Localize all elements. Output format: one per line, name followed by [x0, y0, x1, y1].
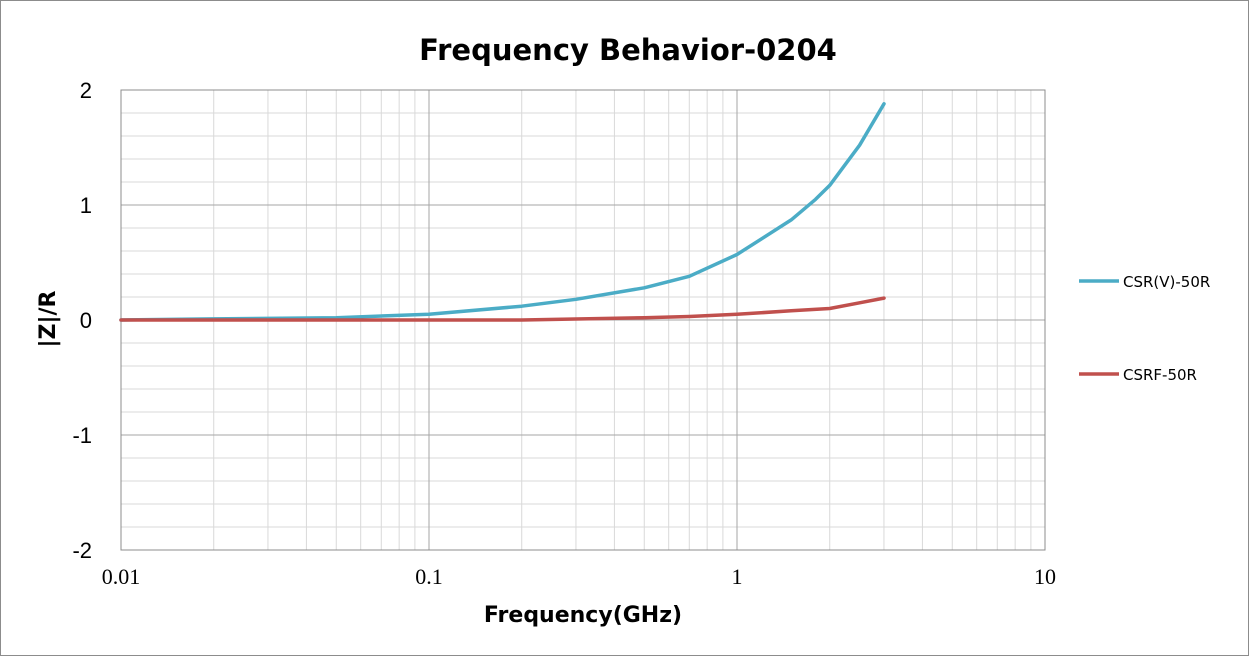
y-axis-title: |Z|/R — [36, 290, 61, 347]
x-tick-labels: 0.01 0.1 1 10 — [102, 564, 1056, 589]
x-tick-label: 0.01 — [102, 564, 141, 589]
x-axis-title: Frequency(GHz) — [484, 603, 682, 628]
series-lines — [119, 102, 886, 322]
x-tick-label: 10 — [1034, 564, 1056, 589]
y-tick-label: 0 — [80, 308, 92, 333]
series-line-1 — [119, 102, 886, 322]
y-tick-labels: 2 1 0 -1 -2 — [72, 78, 92, 563]
y-tick-label: -2 — [72, 538, 92, 563]
legend: CSR(V)-50R CSRF-50R — [1079, 273, 1210, 384]
x-tick-label: 0.1 — [415, 564, 443, 589]
y-tick-label: 1 — [80, 193, 92, 218]
y-tick-label: 2 — [80, 78, 92, 103]
x-tick-label: 1 — [732, 564, 743, 589]
legend-label-2: CSRF-50R — [1123, 366, 1197, 384]
y-tick-label: -1 — [72, 423, 92, 448]
chart-title: Frequency Behavior-0204 — [419, 33, 837, 67]
legend-label-1: CSR(V)-50R — [1123, 273, 1210, 291]
series-line-2 — [119, 296, 886, 322]
